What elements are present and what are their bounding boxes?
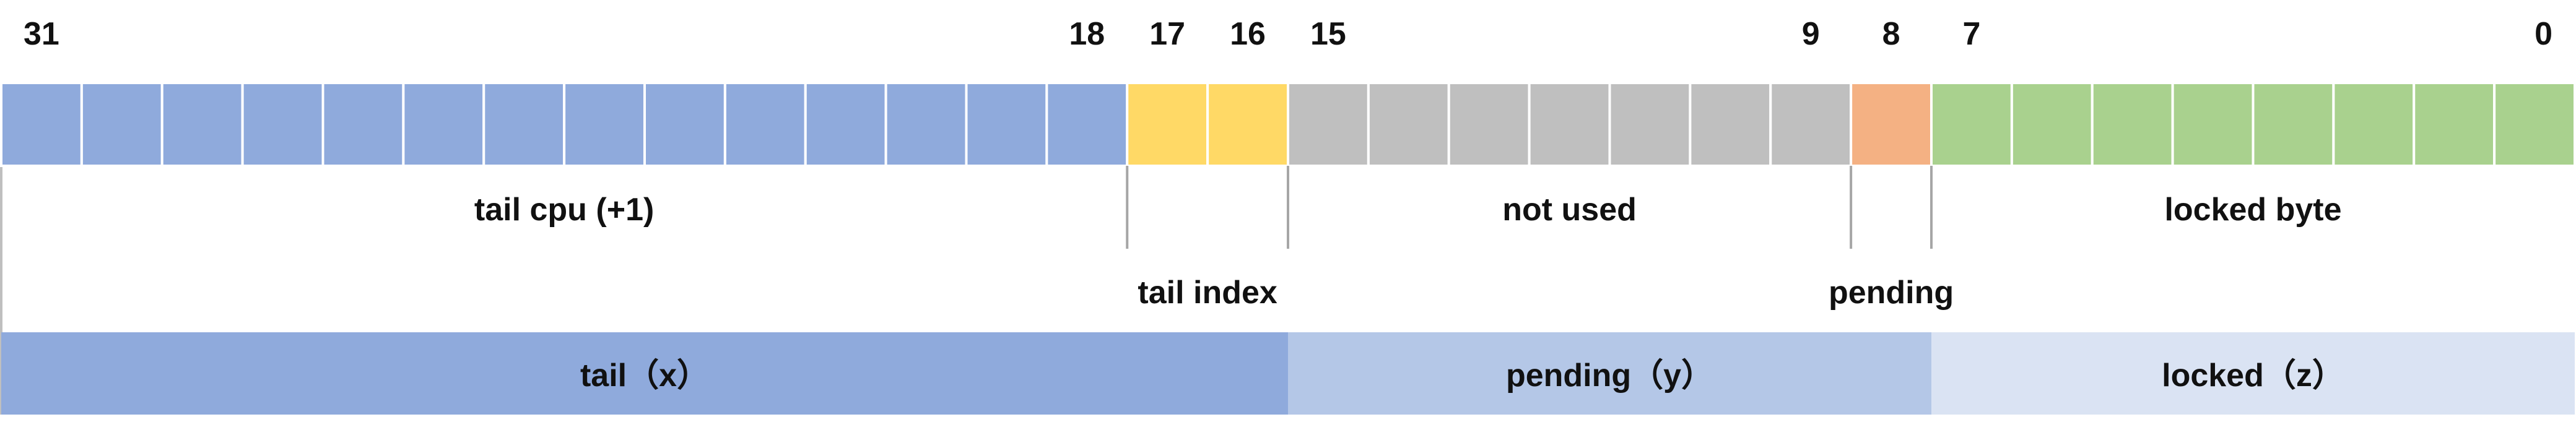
group-label-pending-group: pending（y） [1506, 358, 1713, 394]
field-label-pending: pending [1829, 275, 1954, 311]
bit-number-7: 7 [1962, 16, 1980, 52]
bit-cell-12 [1528, 82, 1611, 167]
bit-cell-31 [0, 82, 83, 167]
bit-cell-20 [884, 82, 968, 167]
field-label-not-used: not used [1502, 192, 1637, 228]
bit-number-16: 16 [1230, 16, 1266, 52]
bit-cell-5 [2091, 82, 2174, 167]
bit-cell-21 [804, 82, 887, 167]
bit-number-18: 18 [1069, 16, 1105, 52]
bit-cell-28 [241, 82, 324, 167]
bit-cell-24 [563, 82, 646, 167]
bit-cell-4 [2171, 82, 2255, 167]
bit-cell-16 [1206, 82, 1289, 167]
bit-cell-29 [160, 82, 244, 167]
group-label-tail: tail（x） [580, 358, 709, 394]
bit-cell-11 [1608, 82, 1692, 167]
field-label-locked-byte: locked byte [2164, 192, 2341, 228]
group-bar-locked-group [1931, 332, 2575, 415]
bit-number-15: 15 [1310, 16, 1346, 52]
bit-cell-19 [965, 82, 1048, 167]
bit-cell-9 [1769, 82, 1853, 167]
bit-cell-3 [2252, 82, 2335, 167]
bit-cell-0 [2493, 82, 2576, 167]
field-label-tail-index: tail index [1138, 275, 1277, 311]
bit-cell-14 [1367, 82, 1450, 167]
field-label-tail-cpu: tail cpu (+1) [474, 192, 654, 228]
bit-cell-8 [1850, 82, 1933, 167]
group-bar-tail [1, 332, 1288, 415]
bit-cell-23 [643, 82, 726, 167]
bit-cell-2 [2332, 82, 2416, 167]
bit-cell-26 [402, 82, 485, 167]
bit-cell-1 [2413, 82, 2496, 167]
bit-cell-22 [723, 82, 807, 167]
bit-cell-15 [1287, 82, 1370, 167]
bit-cell-13 [1447, 82, 1531, 167]
bit-number-9: 9 [1802, 16, 1820, 52]
group-bar-pending-group [1288, 332, 1931, 415]
bit-number-17: 17 [1149, 16, 1185, 52]
bit-cell-25 [482, 82, 566, 167]
bit-cell-17 [1126, 82, 1209, 167]
bit-cell-6 [2010, 82, 2094, 167]
bit-cell-27 [321, 82, 405, 167]
bit-cell-10 [1689, 82, 1772, 167]
bit-number-31: 31 [24, 16, 59, 52]
bit-cell-30 [80, 82, 163, 167]
bit-cell-7 [1930, 82, 2013, 167]
bit-cell-18 [1045, 82, 1129, 167]
bit-number-8: 8 [1882, 16, 1900, 52]
group-label-locked-group: locked（z） [2162, 358, 2344, 394]
bit-number-0: 0 [2535, 16, 2552, 52]
